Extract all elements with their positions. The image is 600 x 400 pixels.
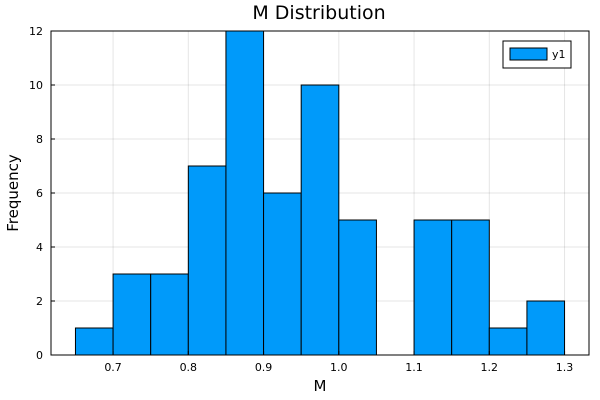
x-tick-label: 0.8 (180, 361, 198, 374)
y-tick-label: 0 (36, 349, 43, 362)
y-axis-label: Frequency (4, 154, 22, 232)
legend: y1 (502, 40, 572, 69)
x-tick-label: 1.0 (330, 361, 348, 374)
x-tick-label: 0.7 (104, 361, 122, 374)
histogram-bar-2 (150, 273, 189, 356)
histogram-bar-0 (74, 327, 114, 356)
legend-swatch-y1 (509, 47, 548, 61)
chart-title: M Distribution (252, 2, 385, 24)
legend-label-y1: y1 (552, 48, 566, 61)
y-axis-ticks: 0 2 4 6 8 10 12 (29, 25, 55, 362)
y-tick-label: 8 (36, 133, 43, 146)
histogram-bar-12 (526, 300, 566, 356)
x-tick-label: 1.1 (405, 361, 423, 374)
histogram-bar-11 (488, 327, 528, 356)
histogram-bar-5 (263, 192, 302, 356)
y-tick-label: 2 (36, 295, 43, 308)
x-tick-label: 0.9 (255, 361, 273, 374)
x-tick-label: 1.2 (481, 361, 499, 374)
y-tick-label: 10 (29, 79, 43, 92)
x-tick-label: 1.3 (556, 361, 574, 374)
histogram-bar-6 (300, 84, 340, 356)
x-axis-ticks: 0.7 0.8 0.9 1.0 1.1 1.2 1.3 (104, 351, 573, 374)
y-tick-label: 6 (36, 187, 43, 200)
histogram-bar-10 (451, 219, 490, 356)
y-tick-label: 12 (29, 25, 43, 38)
bars (74, 30, 566, 356)
histogram-bar-3 (187, 165, 227, 356)
histogram-bar-7 (338, 219, 377, 356)
y-tick-label: 4 (36, 241, 43, 254)
histogram-bar-1 (112, 273, 152, 356)
histogram-bar-4 (225, 30, 265, 356)
histogram-bar-9 (413, 219, 453, 356)
x-axis-label: M (314, 377, 327, 395)
